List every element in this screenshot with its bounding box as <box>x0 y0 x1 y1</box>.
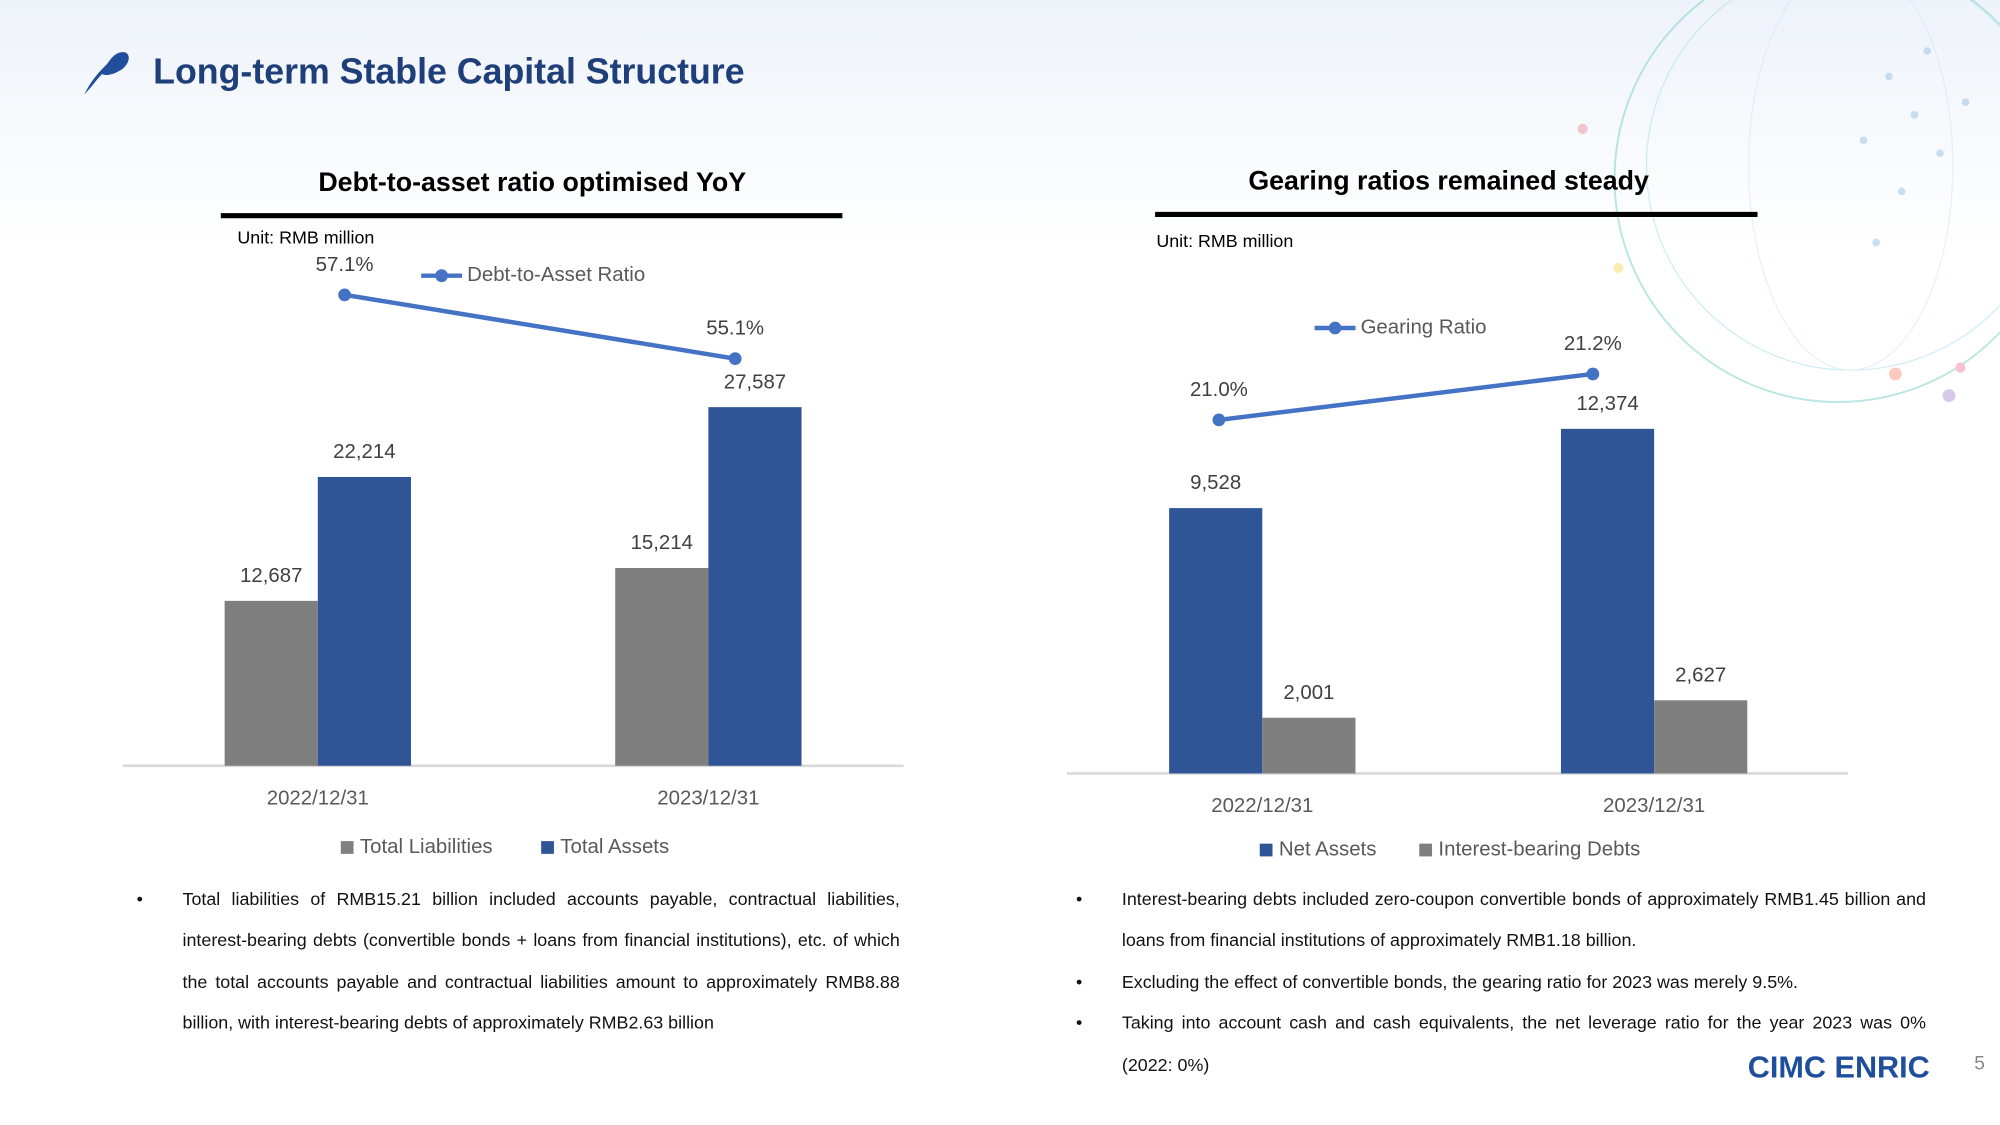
legend-label: Net Assets <box>1279 838 1377 860</box>
data-label: 15,214 <box>631 532 693 554</box>
line-point <box>338 288 351 302</box>
line-point <box>1586 367 1600 381</box>
line-series <box>1218 371 1594 423</box>
legend-swatch <box>541 841 554 854</box>
data-label: 21.0% <box>1190 379 1248 401</box>
legend-marker <box>1328 321 1342 335</box>
data-label: 2,001 <box>1283 682 1334 704</box>
legend-swatch <box>1259 843 1273 857</box>
bar <box>708 407 802 766</box>
legend-label: Interest-bearing Debts <box>1438 838 1640 860</box>
chart-title: Gearing ratios remained steady <box>1248 166 1649 196</box>
bar <box>1262 717 1356 774</box>
x-tick-label: 2023/12/31 <box>1603 795 1705 817</box>
unit-label: Unit: RMB million <box>237 227 374 247</box>
data-label: 12,374 <box>1576 393 1638 415</box>
globe-decoration <box>1577 0 2000 403</box>
legend-label: Gearing Ratio <box>1361 316 1487 338</box>
line-point <box>728 352 742 366</box>
chart-title: Debt-to-asset ratio optimised YoY <box>318 167 746 197</box>
bullet: Interest-bearing debts included zero-cou… <box>1076 878 1926 961</box>
data-label: 21.2% <box>1564 333 1622 355</box>
line-point <box>1212 413 1226 427</box>
slide-title: Long-term Stable Capital Structure <box>153 51 744 91</box>
bar <box>317 477 411 766</box>
bullet: Excluding the effect of convertible bond… <box>1076 961 1926 1003</box>
notes-left: Total liabilities of RMB15.21 billion in… <box>137 878 900 1043</box>
legend-label: Total Assets <box>560 836 669 858</box>
bar <box>1654 700 1748 774</box>
bar <box>1169 508 1263 774</box>
bullet: Taking into account cash and cash equiva… <box>1076 1002 1926 1085</box>
bar <box>224 600 318 766</box>
legend-label: Debt-to-Asset Ratio <box>467 264 645 286</box>
legend-label: Total Liabilities <box>360 836 493 858</box>
x-tick-label: 2022/12/31 <box>267 787 369 809</box>
legend-swatch <box>340 841 354 854</box>
data-label: 9,528 <box>1190 472 1241 494</box>
data-label: 57.1% <box>316 254 374 276</box>
bullet: Total liabilities of RMB15.21 billion in… <box>137 878 900 1043</box>
legend-swatch <box>1419 843 1433 857</box>
bar <box>615 568 709 766</box>
line-series <box>344 292 736 361</box>
page-number: 5 <box>1974 1054 1985 1075</box>
bar <box>1560 428 1655 774</box>
data-label: 55.1% <box>706 318 764 340</box>
legend-marker <box>435 269 448 283</box>
x-tick-label: 2022/12/31 <box>1211 795 1313 817</box>
data-label: 12,687 <box>240 565 302 587</box>
data-label: 22,214 <box>333 441 395 463</box>
data-label: 2,627 <box>1675 664 1726 686</box>
data-label: 27,587 <box>724 371 786 393</box>
unit-label: Unit: RMB million <box>1156 231 1293 251</box>
notes-right: Interest-bearing debts included zero-cou… <box>1076 878 1926 1085</box>
x-tick-label: 2023/12/31 <box>657 787 759 809</box>
title-icon <box>84 52 129 95</box>
